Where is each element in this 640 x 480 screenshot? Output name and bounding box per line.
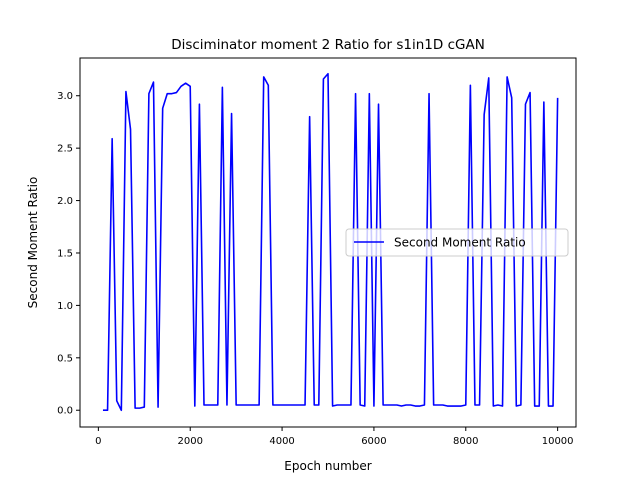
x-axis-ticks: 0 2000 4000 6000 8000 10000 xyxy=(95,427,574,447)
x-tick-label: 4000 xyxy=(269,436,294,447)
y-tick-label: 0.0 xyxy=(57,406,73,417)
y-tick-label: 1.5 xyxy=(57,248,73,259)
chart-title: Disciminator moment 2 Ratio for s1in1D c… xyxy=(171,37,485,53)
x-axis-title: Epoch number xyxy=(284,459,371,473)
y-tick-label: 0.5 xyxy=(57,353,73,364)
x-tick-label: 6000 xyxy=(361,436,386,447)
y-tick-label: 2.0 xyxy=(57,196,73,207)
series-line-0 xyxy=(102,72,559,412)
y-axis-title: Second Moment Ratio xyxy=(26,177,40,309)
legend-label: Second Moment Ratio xyxy=(394,236,526,250)
y-tick-label: 3.0 xyxy=(57,91,73,102)
plot-frame xyxy=(79,57,577,428)
legend: Second Moment Ratio xyxy=(345,228,569,257)
legend-box xyxy=(345,228,569,257)
x-tick-label: 8000 xyxy=(453,436,478,447)
x-tick-label: 2000 xyxy=(177,436,202,447)
y-tick-label: 1.0 xyxy=(57,301,73,312)
series-lines xyxy=(102,72,559,412)
y-tick-label: 2.5 xyxy=(57,144,73,155)
x-tick-label: 0 xyxy=(95,436,101,447)
y-axis-ticks: 0.0 0.5 1.0 1.5 2.0 2.5 3.0 xyxy=(57,91,80,417)
x-tick-label: 10000 xyxy=(542,436,574,447)
